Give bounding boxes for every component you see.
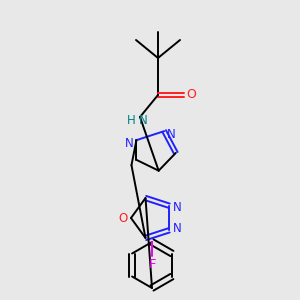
Text: N: N [172, 222, 182, 235]
Text: O: O [186, 88, 196, 101]
Text: N: N [172, 201, 182, 214]
Text: H: H [127, 113, 135, 127]
Text: N: N [139, 113, 147, 127]
Text: F: F [148, 257, 156, 271]
Text: O: O [118, 212, 127, 224]
Text: N: N [125, 136, 134, 150]
Text: N: N [167, 128, 176, 141]
